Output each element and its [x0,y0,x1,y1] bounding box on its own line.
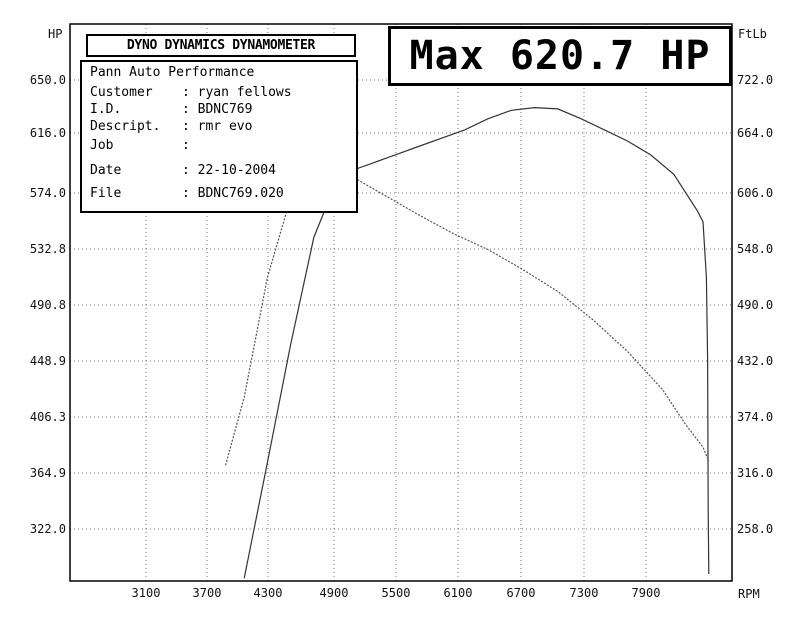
left-tick-label: 650.0 [30,73,66,87]
right-tick-label: 374.0 [737,410,773,424]
info-row-date: Date : 22-10-2004 [90,163,276,178]
right-tick-label: 432.0 [737,354,773,368]
info-row-description: Descript. : rmr evo [90,119,252,134]
info-row-job: Job: [90,138,190,153]
x-tick-label: 5500 [382,586,411,600]
right-tick-label: 316.0 [737,466,773,480]
left-tick-label: 406.3 [30,410,66,424]
info-label: File [90,186,122,201]
right-tick-label: 490.0 [737,298,773,312]
info-label: Job [90,138,114,153]
x-tick-label: 4900 [320,586,349,600]
left-axis-unit: HP [48,27,62,41]
info-value: : [182,138,190,153]
info-value: : 22-10-2004 [182,163,276,178]
info-value: : rmr evo [182,119,253,134]
right-tick-label: 722.0 [737,73,773,87]
x-tick-label: 6100 [444,586,473,600]
dyno-title-box: DYNO DYNAMICS DYNAMOMETER [86,34,356,57]
x-tick-label: 7900 [632,586,661,600]
info-value: : ryan fellows [182,85,292,100]
x-tick-label: 3100 [132,586,161,600]
left-tick-label: 574.0 [30,186,66,200]
info-row-customer: Customer : ryan fellows [90,85,292,100]
max-power-label: Max 620.7 HP [409,33,711,79]
x-tick-label: 3700 [193,586,222,600]
left-tick-label: 490.8 [30,298,66,312]
info-value: : BDNC769.020 [182,186,284,201]
right-tick-label: 258.0 [737,522,773,536]
info-row-id: I.D. : BDNC769 [90,102,252,117]
info-label: Customer [90,85,153,100]
dyno-title: DYNO DYNAMICS DYNAMOMETER [126,38,316,53]
left-tick-label: 448.9 [30,354,66,368]
axis-ticks: 3100 3700 4300 4900 5500 6100 6700 7300 7900 650.… [30,73,773,600]
info-row-file: File : BDNC769.020 [90,186,284,201]
info-label: Date [90,163,122,178]
x-axis-unit: RPM [738,587,760,601]
right-tick-label: 664.0 [737,126,773,140]
left-tick-label: 532.8 [30,242,66,256]
left-tick-label: 616.0 [30,126,66,140]
right-tick-label: 548.0 [737,242,773,256]
run-info-panel: Pann Auto Performance Customer : ryan fel… [80,60,358,213]
info-label: I.D. [90,102,122,117]
x-tick-label: 7300 [570,586,599,600]
x-tick-label: 4300 [254,586,283,600]
left-tick-label: 322.0 [30,522,66,536]
max-power-box: Max 620.7 HP [388,26,732,86]
torque-curve [225,169,710,466]
right-tick-label: 606.0 [737,186,773,200]
info-value: : BDNC769 [182,102,253,117]
right-axis-unit: FtLb [738,27,767,41]
x-tick-label: 6700 [507,586,536,600]
info-label: Descript. [90,119,161,134]
company-name: Pann Auto Performance [90,65,255,80]
left-tick-label: 364.9 [30,466,66,480]
plot-frame [69,23,733,582]
